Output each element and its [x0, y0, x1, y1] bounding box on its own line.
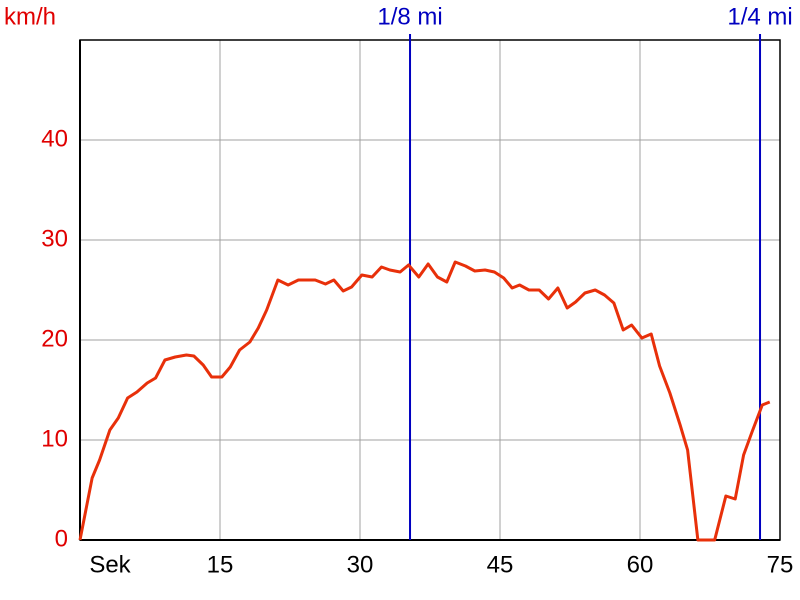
x-tick-label: 75	[767, 551, 794, 578]
marker-label: 1/4 mi	[727, 3, 792, 30]
x-tick-label: 45	[487, 551, 514, 578]
speed-line	[78, 260, 771, 542]
x-tick-label: 15	[207, 551, 234, 578]
x-tick-label: 60	[627, 551, 654, 578]
x-tick-label: 30	[347, 551, 374, 578]
y-axis-label: km/h	[4, 3, 56, 30]
x-tick-label: Sek	[89, 551, 131, 578]
plot-frame	[79, 39, 781, 541]
y-tick-label: 0	[55, 525, 68, 552]
y-tick-label: 10	[41, 425, 68, 452]
y-tick-label: 30	[41, 225, 68, 252]
y-tick-label: 20	[41, 325, 68, 352]
y-tick-label: 40	[41, 125, 68, 152]
marker-label: 1/8 mi	[377, 3, 442, 30]
